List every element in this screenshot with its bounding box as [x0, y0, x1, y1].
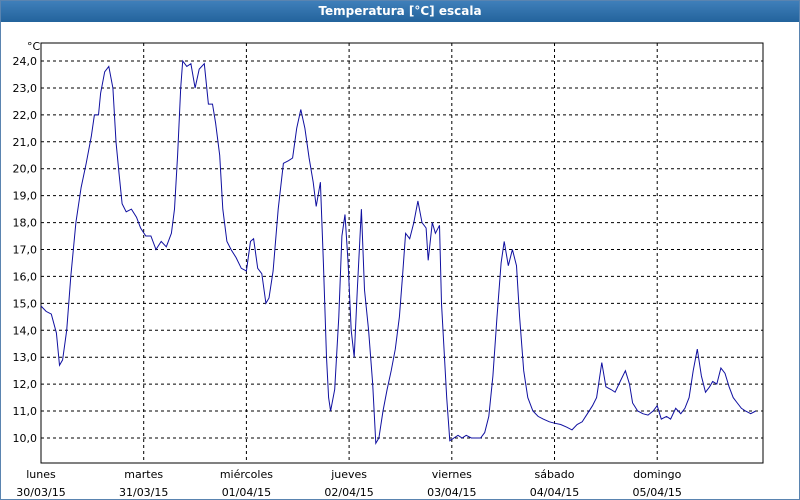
y-tick-label: 19,0: [13, 190, 38, 203]
x-tick-label: viernes: [432, 468, 472, 481]
x-tick-label: domingo: [633, 468, 681, 481]
y-tick-label: 15,0: [13, 297, 38, 310]
x-tick-date: 04/04/15: [530, 486, 579, 499]
y-tick-label: 18,0: [13, 217, 38, 230]
y-tick-label: 17,0: [13, 244, 38, 257]
y-tick-label: 11,0: [13, 405, 38, 418]
x-tick-label: lunes: [26, 468, 56, 481]
y-tick-label: 10,0: [13, 432, 38, 445]
plot-border: [40, 42, 764, 464]
x-tick-label: martes: [124, 468, 163, 481]
x-tick-label: sábado: [535, 468, 575, 481]
x-tick-label: jueves: [330, 468, 367, 481]
x-tick-date: 01/04/15: [222, 486, 271, 499]
x-tick-date: 05/04/15: [633, 486, 682, 499]
y-tick-label: 24,0: [13, 55, 38, 68]
x-tick-date: 31/03/15: [119, 486, 168, 499]
y-tick-label: 23,0: [13, 82, 38, 95]
y-tick-label: 12,0: [13, 378, 38, 391]
x-tick-date: 03/04/15: [427, 486, 476, 499]
x-tick-label: miércoles: [220, 468, 273, 481]
y-tick-label: 20,0: [13, 163, 38, 176]
x-tick-date: 30/03/15: [16, 486, 65, 499]
y-tick-label: 21,0: [13, 136, 38, 149]
y-unit: °C: [27, 40, 41, 53]
y-tick-label: 16,0: [13, 270, 38, 283]
title-bar: Temperatura [°C] escala: [1, 1, 799, 22]
y-tick-label: 13,0: [13, 351, 38, 364]
chart: °C 10,0 11,0 12,0 13,0 14,0 15,0 16,0 17,0 18,0 1…: [13, 40, 764, 499]
y-tick-label: 22,0: [13, 109, 38, 122]
x-tick-date: 02/04/15: [324, 486, 373, 499]
line: [40, 59, 757, 445]
y-tick-label: 14,0: [13, 324, 38, 337]
